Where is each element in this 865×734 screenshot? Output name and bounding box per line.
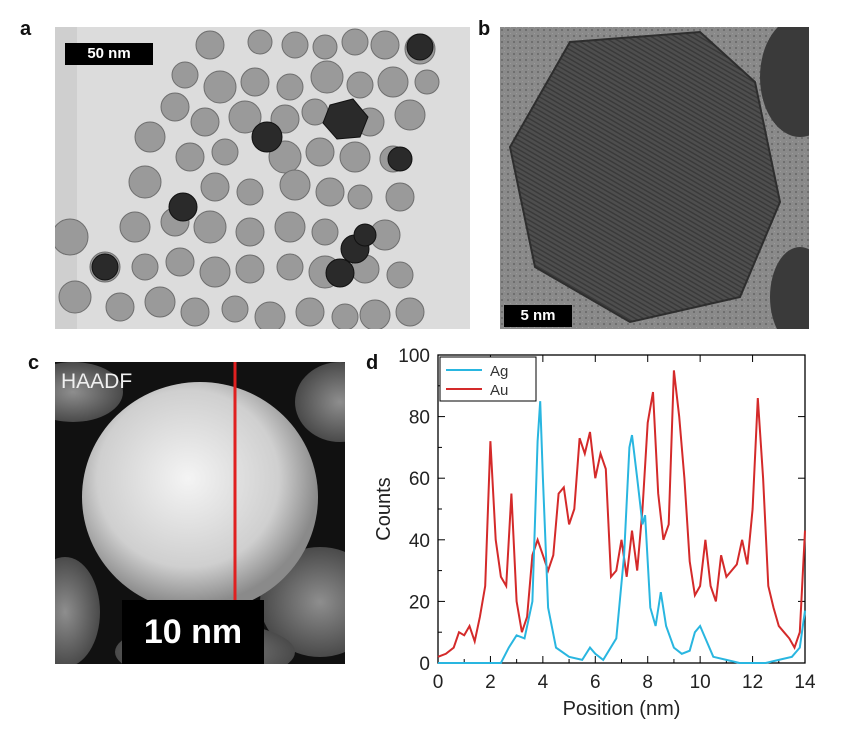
panel-label-b: b [478, 18, 491, 40]
series-line-ag [438, 401, 806, 664]
y-tick-label: 0 [419, 654, 430, 675]
y-tick-label: 20 [409, 592, 430, 613]
panel-label-d: d [366, 352, 379, 374]
lattice-particle [500, 27, 809, 329]
x-tick-label: 12 [742, 672, 763, 693]
y-tick-label: 40 [409, 531, 430, 552]
y-tick-label: 80 [409, 408, 430, 429]
x-tick-label: 10 [690, 672, 711, 693]
x-tick-label: 0 [433, 672, 444, 693]
x-axis-label: Position (nm) [563, 698, 681, 720]
eds-line-profile-chart: 0 2 4 6 8 10 12 14 0 20 40 60 80 100 Position (nm) Coun… [373, 346, 816, 720]
y-axis-label: Counts [373, 477, 395, 540]
x-tick-label: 8 [642, 672, 653, 693]
panel-label-a: a [20, 18, 32, 40]
haadf-label: HAADF [61, 370, 133, 393]
legend-box [439, 356, 537, 402]
scale-bar-a: 50 nm [65, 43, 153, 65]
nanoparticle-field [55, 27, 470, 329]
series-line-au [437, 370, 806, 658]
scale-bar-b: 5 nm [504, 305, 572, 327]
x-tick-label: 2 [485, 672, 496, 693]
haadf-image: HAADF 10 nm [55, 362, 345, 664]
x-tick-label: 14 [794, 672, 816, 693]
hrtem-image: 5 nm [500, 27, 809, 329]
scale-bar-c: 10 nm [122, 600, 264, 664]
legend-label-ag: Ag [490, 363, 508, 380]
haadf-particle [55, 362, 345, 664]
panel-label-c: c [28, 352, 40, 374]
y-tick-label: 60 [409, 469, 430, 490]
legend-label-au: Au [490, 382, 508, 399]
x-tick-label: 4 [538, 672, 549, 693]
x-tick-label: 6 [590, 672, 601, 693]
y-tick-label: 100 [398, 346, 430, 367]
plot-area: 0 2 4 6 8 10 12 14 0 20 40 60 80 100 Position (nm) Coun… [373, 346, 816, 720]
tem-overview-image: 50 nm [55, 27, 470, 329]
